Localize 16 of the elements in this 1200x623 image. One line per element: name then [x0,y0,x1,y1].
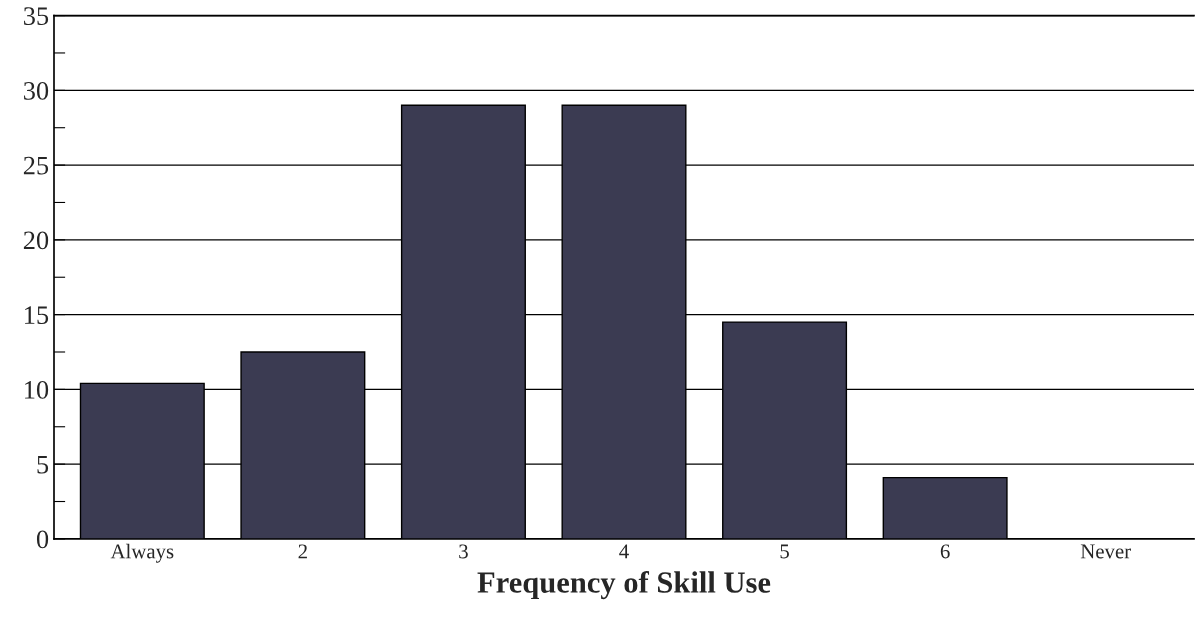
y-tick-label: 30 [24,81,49,100]
y-tick-label: 35 [24,7,49,25]
y-tick-label: 20 [23,231,49,250]
y-tick-label: 0 [36,530,49,549]
x-tick-label: 2 [298,544,307,559]
y-tick-label: 10 [25,380,49,399]
x-tick-label: 5 [780,544,789,559]
x-axis-title: Frequency of Skill Use [477,571,771,600]
y-tick-label: 5 [37,456,49,474]
y-tick-label: 15 [25,306,49,325]
x-tick-label: 6 [940,544,950,559]
x-tick-label: 3 [459,544,468,559]
x-tick-label: 4 [619,544,629,559]
x-tick-label: Always [110,543,174,563]
y-tick-label: 25 [23,156,49,175]
x-tick-label: Never [1080,544,1131,559]
